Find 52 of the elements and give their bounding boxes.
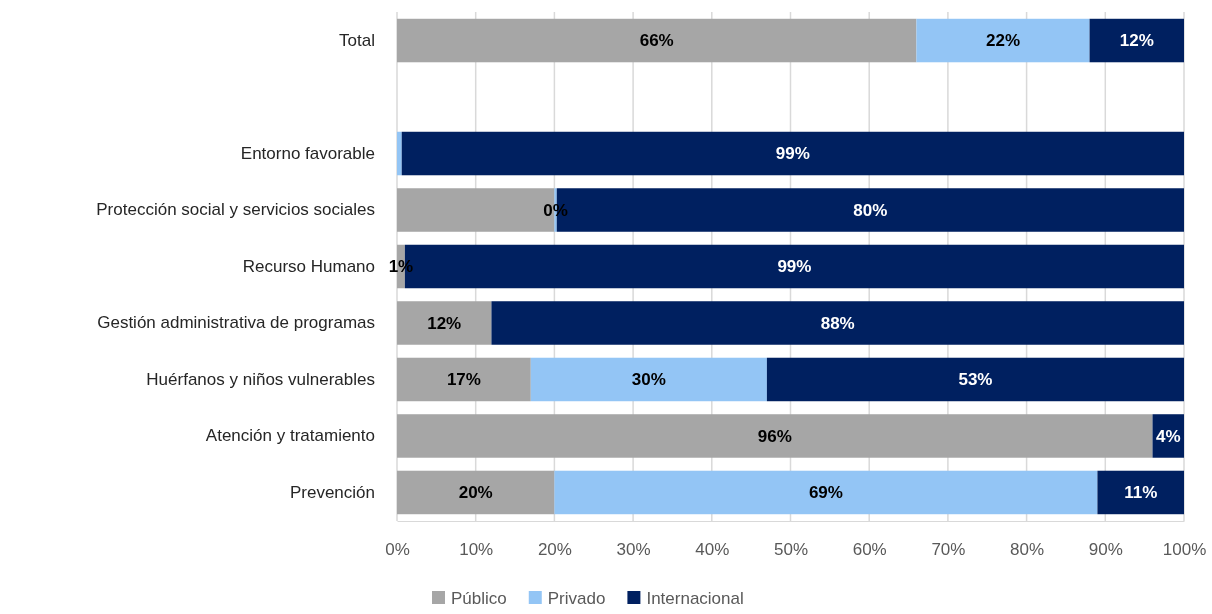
data-label: 99%: [775, 144, 810, 164]
data-label: 69%: [808, 483, 843, 503]
legend-label: Privado: [547, 589, 606, 608]
bar: [397, 470, 555, 515]
y-tick-label: Entorno favorable: [240, 143, 375, 163]
data-label: 99%: [777, 257, 812, 277]
bar: [397, 414, 1153, 458]
x-tick-label: 100%: [1162, 540, 1207, 560]
x-tick-label: 0%: [385, 540, 410, 560]
data-label: 22%: [985, 31, 1021, 51]
x-tick-label: 60%: [852, 540, 887, 560]
data-label: 12%: [427, 313, 462, 333]
y-tick-label: Prevención: [289, 482, 375, 502]
data-label: 88%: [820, 313, 855, 333]
data-label: 96%: [757, 426, 792, 446]
data-label: 66%: [639, 31, 674, 51]
x-tick-label: 90%: [1088, 540, 1123, 560]
y-tick-label: Atención y tratamiento: [205, 426, 375, 446]
bar: [530, 357, 767, 402]
bar: [397, 301, 492, 345]
bar: [766, 357, 1184, 402]
data-label: 20%: [458, 483, 493, 503]
y-tick-label: Gestión administrativa de programas: [97, 313, 375, 333]
y-tick-label: Recurso Humano: [242, 256, 375, 276]
bar: [397, 18, 917, 63]
y-tick-label: Huérfanos y niños vulnerables: [146, 369, 375, 389]
bar: [397, 357, 531, 402]
data-label: 30%: [631, 370, 666, 390]
bar: [1089, 18, 1184, 63]
x-tick-label: 30%: [616, 540, 651, 560]
data-label: 12%: [1119, 31, 1154, 51]
legend-label: Internacional: [646, 589, 744, 608]
data-label: 53%: [958, 370, 993, 390]
y-tick-label: Total: [339, 30, 375, 50]
bar: [554, 470, 1098, 515]
bar: [1097, 470, 1184, 515]
bar: [401, 131, 1184, 176]
legend-label: Público: [451, 589, 507, 608]
data-label: 17%: [446, 370, 481, 390]
x-tick-label: 40%: [695, 540, 730, 560]
data-label: 80%: [853, 200, 888, 220]
x-tick-label: 50%: [773, 540, 809, 560]
bar: [397, 131, 402, 176]
x-tick-label: 70%: [931, 540, 966, 560]
x-tick-label: 10%: [459, 540, 494, 560]
bar: [491, 301, 1184, 345]
y-tick-label: Protección social y servicios sociales: [96, 200, 375, 220]
data-label: 11%: [1124, 483, 1158, 503]
x-tick-label: 80%: [1010, 540, 1045, 560]
data-label: 4%: [1155, 426, 1181, 446]
x-tick-label: 20%: [537, 540, 572, 560]
bar: [916, 18, 1090, 63]
